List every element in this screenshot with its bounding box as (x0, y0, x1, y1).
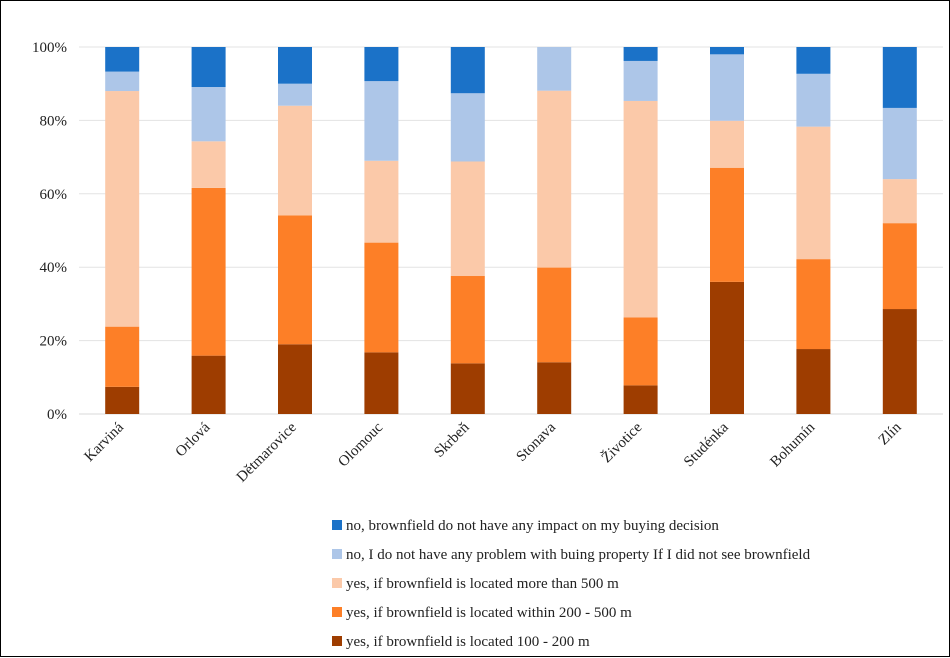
bar-segment (450, 161, 485, 277)
x-tick-label: Karviná (82, 419, 128, 465)
legend-swatch (332, 636, 342, 646)
bar-segment (278, 47, 312, 84)
x-tick-label: Životice (598, 419, 646, 467)
bar-segment (796, 259, 831, 350)
bar-segment (278, 344, 312, 414)
x-tick-label: Studénka (681, 419, 732, 470)
bar-segment (796, 73, 831, 127)
bar-segment (710, 120, 744, 168)
bar-segment (796, 126, 831, 260)
legend-label: yes, if brownfield is located 100 - 200 … (346, 634, 590, 650)
bar-segment (105, 71, 140, 92)
bar-segment (191, 187, 226, 356)
legend-item: no, brownfield do not have any impact on… (332, 518, 719, 534)
bar-segment (710, 47, 744, 55)
legend-label: yes, if brownfield is located within 200… (346, 605, 632, 621)
bar-segment (105, 47, 140, 72)
y-tick-label: 60% (40, 187, 68, 203)
bar-segment (105, 91, 140, 327)
x-tick-label: Stonava (514, 419, 560, 465)
bar-segment (105, 386, 140, 414)
bar-segment (191, 141, 226, 188)
legend-swatch (332, 578, 342, 588)
bar-segment (364, 242, 399, 353)
x-tick-label: Olomouc (335, 419, 386, 470)
x-axis-ticks: Karviná Orlová Dětmarovice Olomouc Skrbeň Sto… (82, 419, 905, 486)
bar-segment (364, 81, 399, 161)
legend-label: no, brownfield do not have any impact on… (346, 518, 719, 534)
y-tick-label: 40% (40, 260, 68, 276)
legend-label: no, I do not have any problem with buing… (346, 547, 811, 563)
y-axis-ticks: 0% 20% 40% 60% 80% 100% (32, 40, 67, 423)
bar-segment (450, 363, 485, 414)
bar-segment (278, 215, 312, 345)
bar-segment (796, 47, 831, 74)
bar-segment (450, 93, 485, 162)
x-tick-label: Zlín (876, 419, 905, 448)
y-tick-label: 80% (40, 113, 68, 129)
legend: no, brownfield do not have any impact on… (332, 518, 811, 650)
bar-segment (710, 281, 744, 414)
bar-segment (278, 83, 312, 106)
bar-segment (191, 47, 226, 88)
bar-segment (623, 47, 658, 61)
x-tick-label: Bohumín (767, 419, 818, 470)
y-tick-label: 100% (32, 40, 67, 56)
bar-segment (191, 355, 226, 414)
legend-label: yes, if brownfield is located more than … (346, 576, 619, 592)
bar-segment (537, 362, 572, 414)
bar-segment (623, 60, 658, 101)
bar-segment (364, 352, 399, 414)
legend-swatch (332, 549, 342, 559)
x-tick-label: Skrbeň (431, 419, 473, 461)
bar-segment (191, 87, 226, 142)
legend-item: yes, if brownfield is located within 200… (332, 605, 632, 621)
legend-swatch (332, 520, 342, 530)
bar-segment (623, 100, 658, 318)
y-tick-label: 20% (40, 334, 68, 350)
legend-item: yes, if brownfield is located 100 - 200 … (332, 634, 590, 650)
bar-segment (364, 47, 399, 82)
bar-segment (710, 54, 744, 121)
bar-segment (882, 309, 917, 414)
bar-segment (450, 47, 485, 94)
bar-segment (364, 160, 399, 243)
bar-segment (623, 385, 658, 414)
x-tick-label: Dětmarovice (234, 419, 300, 485)
bar-segment (710, 167, 744, 282)
bar-segment (105, 326, 140, 387)
bar-segment (450, 276, 485, 364)
bars (105, 47, 917, 414)
bar-segment (882, 179, 917, 224)
bar-segment (278, 105, 312, 216)
x-tick-label: Orlová (173, 419, 214, 460)
bar-segment (623, 317, 658, 386)
bar-segment (537, 267, 572, 363)
bar-segment (537, 90, 572, 268)
bar-segment (882, 223, 917, 310)
bar-segment (537, 47, 572, 91)
bar-segment (882, 107, 917, 180)
legend-item: no, I do not have any problem with buing… (332, 547, 811, 563)
legend-swatch (332, 607, 342, 617)
legend-item: yes, if brownfield is located more than … (332, 576, 619, 592)
bar-segment (796, 349, 831, 414)
bar-segment (882, 47, 917, 108)
y-tick-label: 0% (47, 407, 67, 423)
